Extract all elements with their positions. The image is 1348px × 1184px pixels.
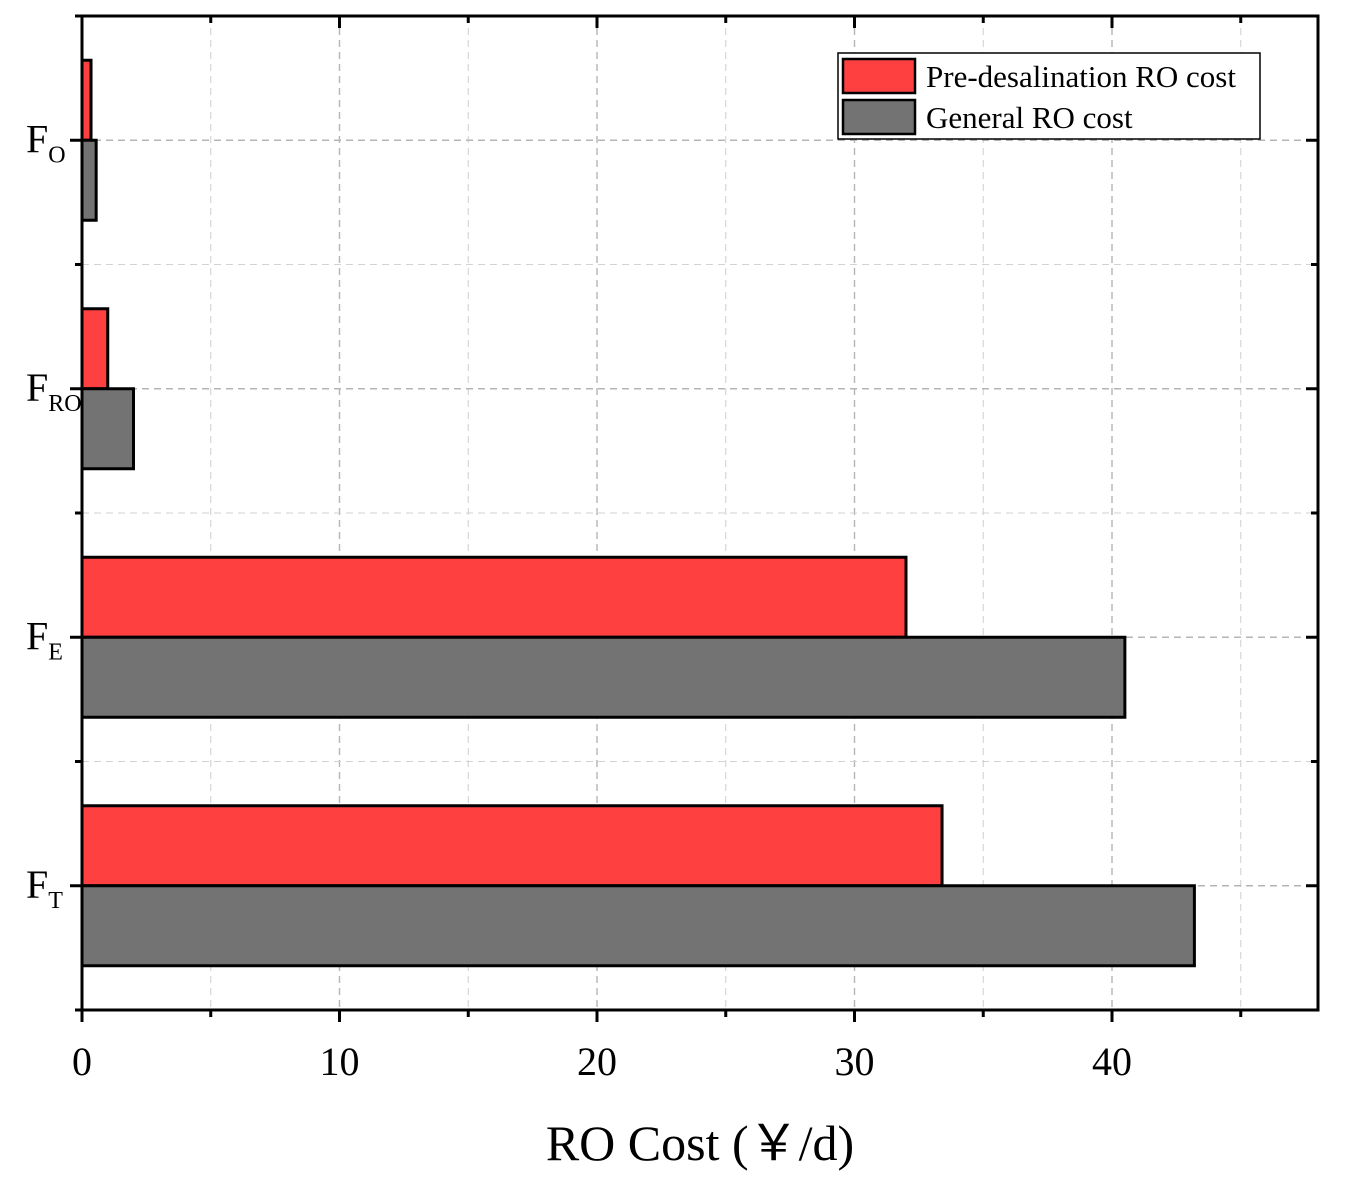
- bar-general-FT: [80, 884, 1196, 968]
- x-tick-label: 40: [1092, 1039, 1132, 1084]
- bar-pre-desalination-FT: [80, 804, 944, 888]
- bar-pre-desalination-FRO: [80, 307, 110, 391]
- y-tick-label-FT: FT: [26, 862, 63, 914]
- legend-swatch-pre-desalination: [841, 57, 917, 95]
- bar-general-FRO: [80, 387, 135, 471]
- legend-label-pre-desalination: Pre-desalination RO cost: [926, 59, 1236, 94]
- legend-swatch-general: [841, 98, 917, 136]
- bar-general-FE: [80, 635, 1127, 719]
- x-tick-label: 0: [72, 1039, 92, 1084]
- legend: Pre-desalination RO cost General RO cost: [837, 52, 1261, 140]
- x-tick-label: 20: [577, 1039, 617, 1084]
- y-tick-label-FE: FE: [26, 613, 63, 665]
- x-tick-label: 10: [320, 1039, 360, 1084]
- y-tick-label-FRO: FRO: [26, 365, 82, 417]
- x-tick-label: 30: [835, 1039, 875, 1084]
- y-tick-label-FO: FO: [26, 116, 66, 168]
- bar-pre-desalination-FE: [80, 555, 908, 639]
- x-axis-title: RO Cost (￥/d): [546, 1115, 854, 1171]
- tick-labels: 0 10 20 30 40 FO FRO FE FT: [26, 116, 1132, 1084]
- axes: [70, 14, 1320, 1022]
- legend-label-general: General RO cost: [926, 100, 1133, 135]
- bar-general-FO: [80, 138, 98, 222]
